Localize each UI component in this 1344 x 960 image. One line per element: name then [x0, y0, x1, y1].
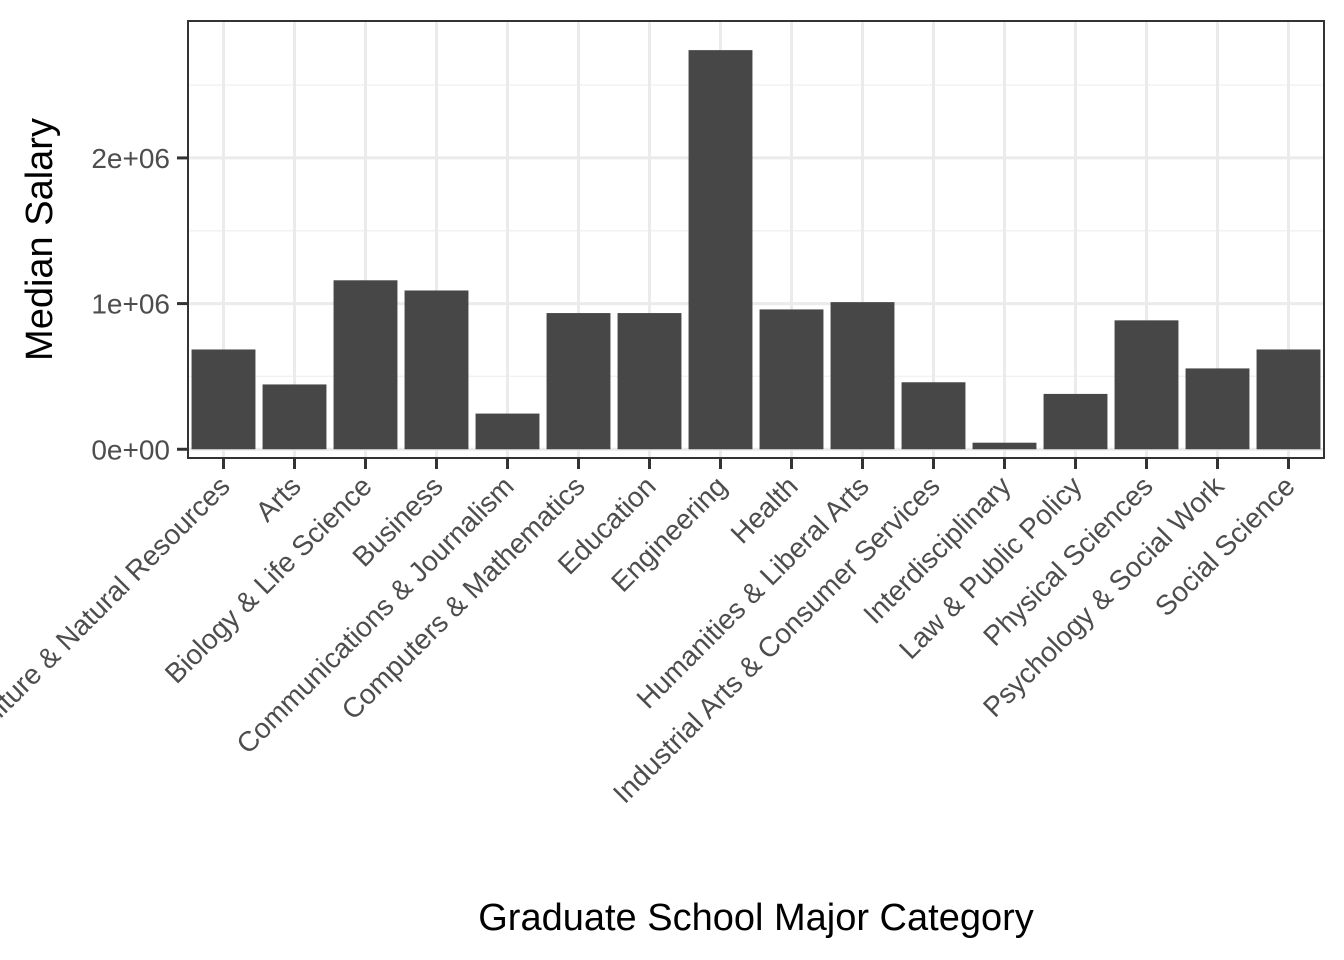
bar: [404, 290, 469, 450]
bars: [191, 50, 1321, 450]
y-tick-label: 2e+06: [91, 143, 170, 174]
bar: [1043, 393, 1108, 450]
bar: [1114, 320, 1179, 450]
axis-ticks: [177, 156, 1290, 469]
x-axis-title: Graduate School Major Category: [478, 897, 1034, 939]
bar: [1185, 368, 1250, 450]
bar: [759, 309, 824, 450]
bar: [333, 280, 398, 450]
y-axis-tick-labels: 0e+00 1e+06 2e+06: [91, 143, 170, 465]
panel-border: [187, 20, 1325, 459]
bar: [475, 413, 540, 450]
bar: [972, 442, 1037, 450]
bar: [901, 382, 966, 450]
y-tick-label: 1e+06: [91, 289, 170, 320]
bar: [688, 50, 753, 450]
bar: [617, 313, 682, 450]
bar: [830, 302, 895, 450]
y-axis-title: Median Salary: [19, 118, 61, 361]
bar: [546, 313, 611, 450]
bar: [262, 384, 327, 450]
bar: [191, 349, 256, 450]
y-tick-label: 0e+00: [91, 434, 170, 465]
bar: [1256, 349, 1321, 450]
